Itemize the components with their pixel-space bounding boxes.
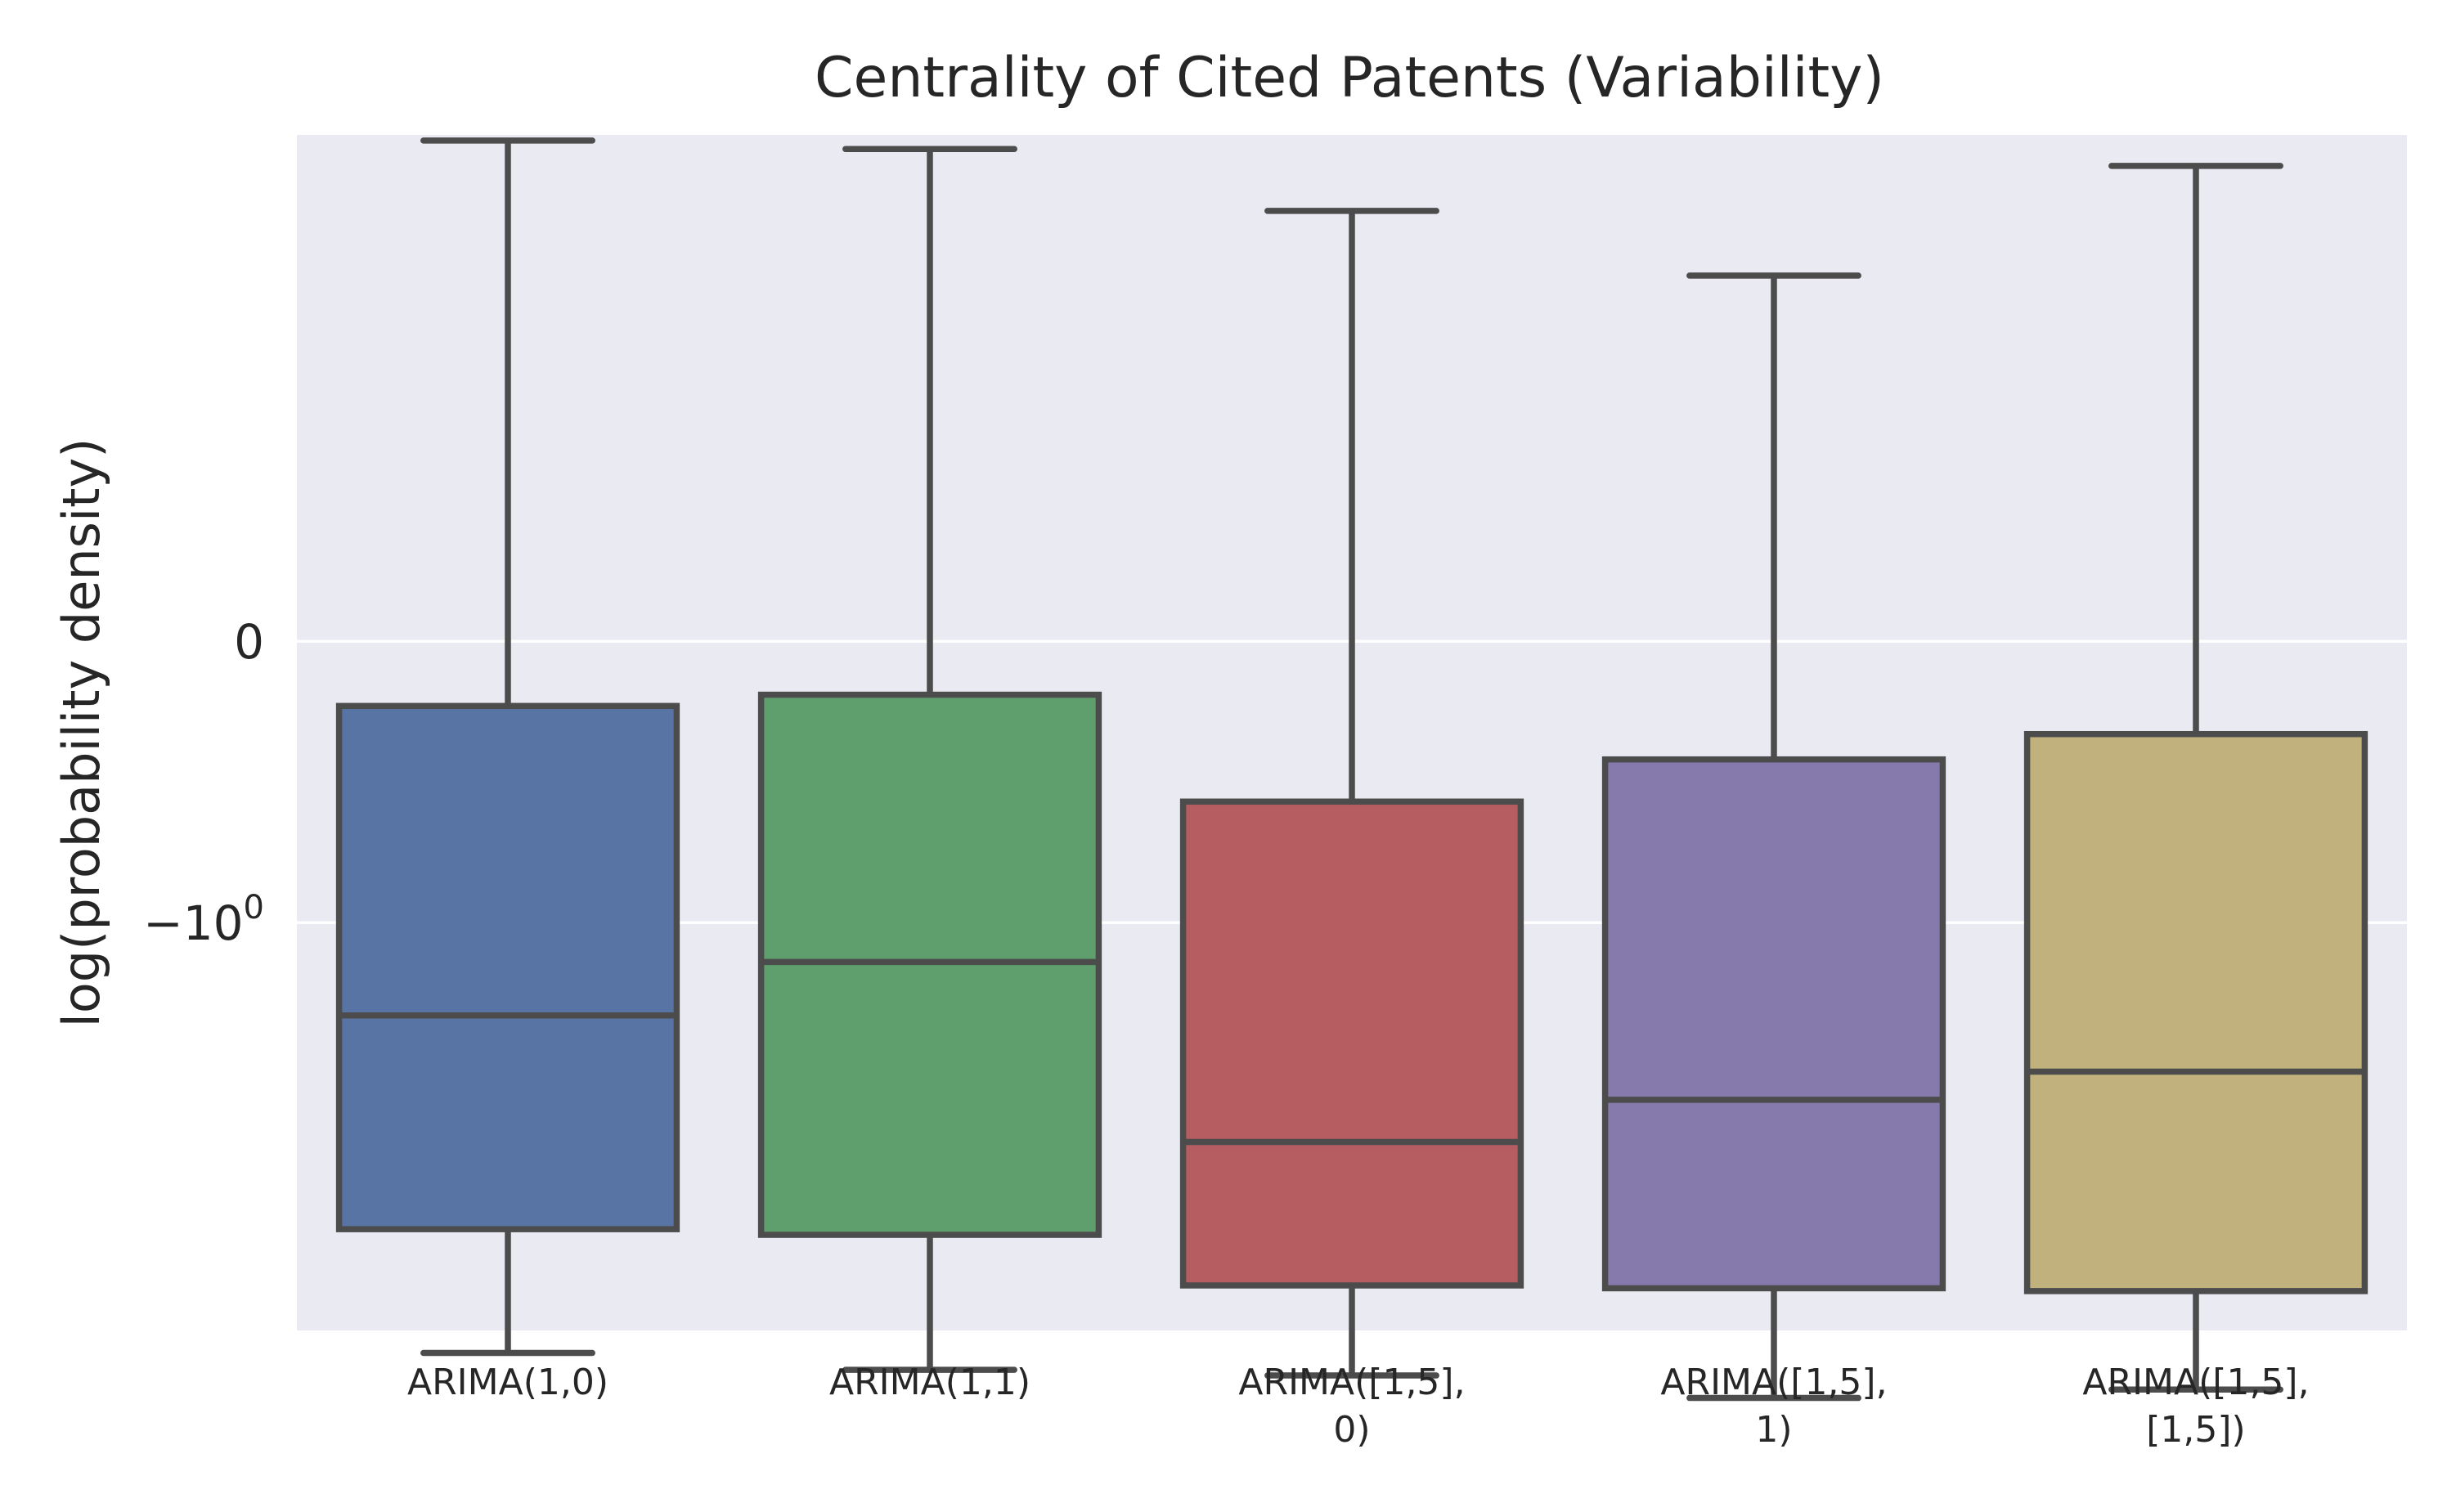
x-tick-label: ARIMA([1,5], 1) [1660, 1362, 1887, 1451]
box-iqr [1179, 798, 1524, 1289]
box-iqr [335, 702, 680, 1232]
box-plots [335, 137, 2368, 1402]
x-tick-label: ARIMA(1,0) [407, 1362, 608, 1403]
x-tick-label: ARIMA([1,5], 0) [1238, 1362, 1465, 1451]
x-tick-labels: ARIMA(1,0) ARIMA(1,1) ARIMA([1,5], 0) ARIMA(… [407, 1362, 2310, 1451]
y-axis-label: log(probability density) [52, 438, 111, 1028]
box-iqr [2023, 730, 2368, 1294]
box-plot [757, 146, 1102, 1373]
x-tick-label: ARIMA(1,1) [829, 1362, 1030, 1403]
chart-title: Centrality of Cited Patents (Variability… [815, 46, 1884, 110]
box-plot [1601, 272, 1946, 1402]
y-tick-labels: 0 −100 [143, 614, 264, 951]
box-plot [2023, 163, 2368, 1393]
box-plot [335, 137, 680, 1357]
box-plot [1179, 208, 1524, 1379]
y-tick-label: −100 [143, 889, 264, 951]
y-tick-label: 0 [234, 614, 264, 670]
x-tick-label: ARIMA([1,5], [1,5]) [2082, 1362, 2309, 1451]
box-iqr [1601, 756, 1946, 1292]
